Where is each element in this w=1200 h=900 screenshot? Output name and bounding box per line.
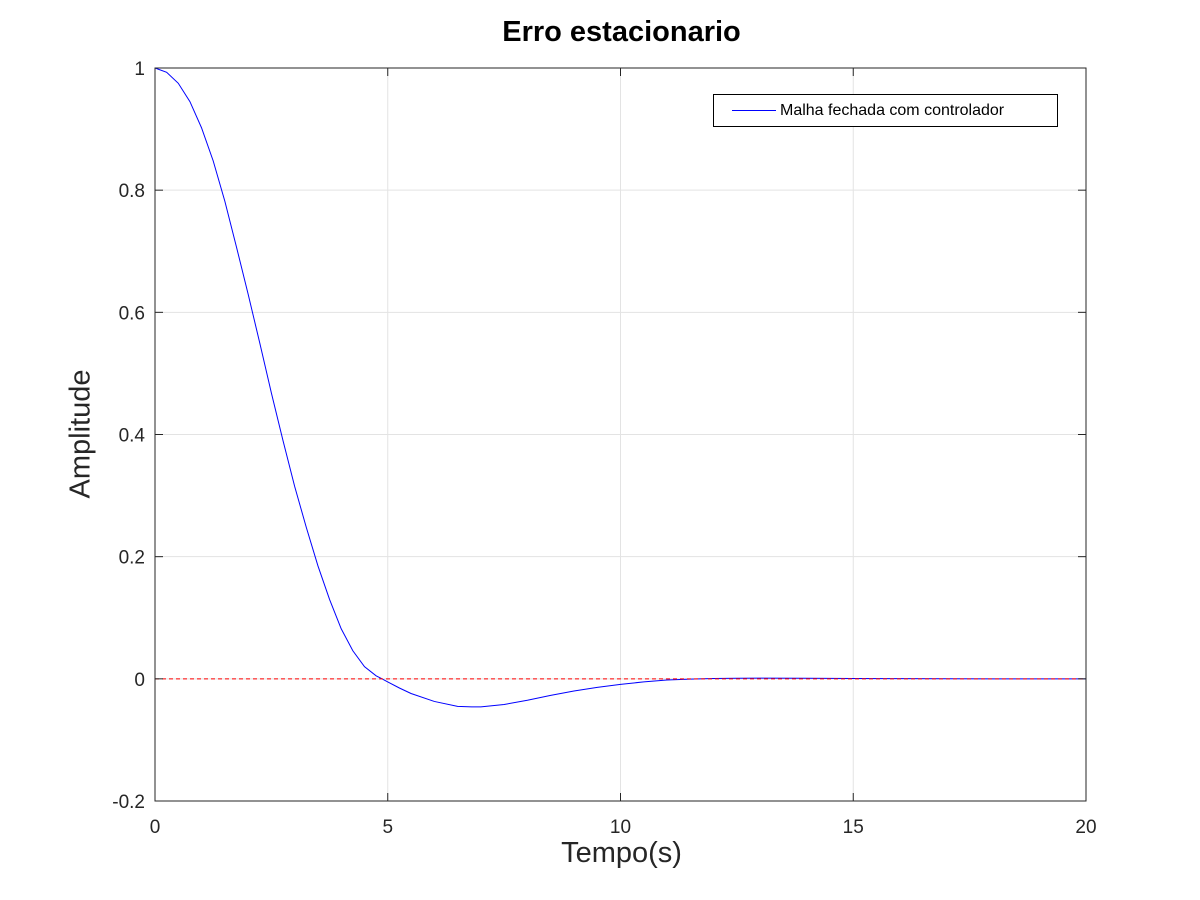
y-tick-label: 0.4: [119, 426, 146, 447]
chart-title: Erro estacionario: [502, 16, 741, 48]
legend-label: Malha fechada com controlador: [780, 102, 1005, 119]
y-tick-label: 0.8: [119, 181, 145, 202]
y-tick-label: 0: [134, 670, 145, 691]
y-tick-label: 0.6: [119, 303, 145, 324]
x-tick-label: 15: [843, 817, 864, 838]
y-tick-label: 1: [134, 59, 145, 80]
grid: [154, 67, 1087, 802]
y-tick-label: -0.2: [112, 792, 145, 813]
y-axis-label: Amplitude: [64, 369, 97, 499]
legend-swatch: [732, 110, 776, 111]
series-layer: [154, 67, 1086, 708]
x-tick-label: 20: [1075, 817, 1096, 838]
x-tick-label: 0: [150, 817, 161, 838]
x-tick-label: 10: [610, 817, 631, 838]
series-line-malha-fechada: [154, 67, 1086, 708]
y-tick-label: 0.2: [119, 548, 145, 569]
ticks: 0 5 10 15 20-0.200.20.40.60.81: [112, 59, 1096, 838]
x-axis-label: Tempo(s): [561, 837, 682, 869]
x-tick-label: 5: [382, 817, 393, 838]
legend: Malha fechada com controlador: [713, 94, 1058, 127]
